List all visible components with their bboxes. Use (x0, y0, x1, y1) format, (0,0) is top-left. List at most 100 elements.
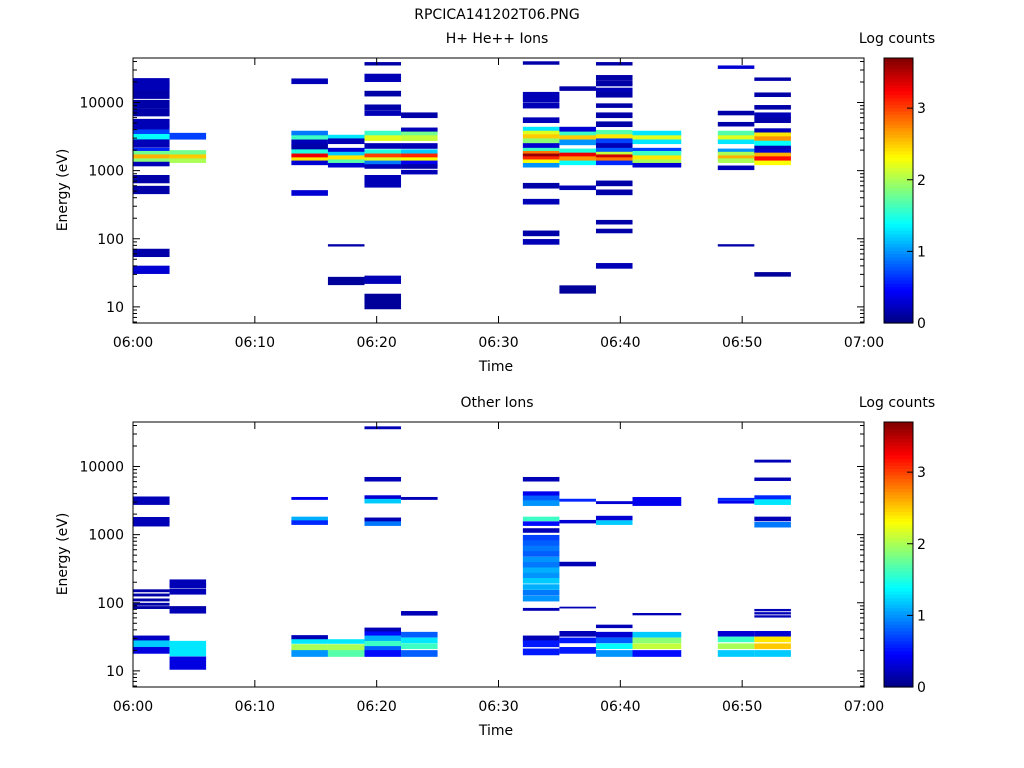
heatmap-cell (754, 643, 791, 650)
heatmap-cell (595, 157, 633, 162)
colorbar-swatch (884, 647, 913, 652)
heatmap-cell (133, 520, 170, 527)
heatmap-cell (401, 157, 438, 162)
colorbar-swatch (884, 660, 913, 665)
colorbar-swatch (884, 422, 913, 426)
colorbar-swatch (884, 547, 913, 552)
heatmap-cell (133, 265, 170, 274)
heatmap-cell (169, 583, 207, 589)
colorbar-swatch (884, 670, 913, 675)
colorbar-swatch (884, 501, 913, 506)
colorbar-swatch (884, 551, 913, 556)
heatmap-cell (717, 630, 755, 637)
heatmap-cell (401, 127, 438, 134)
colorbar-swatch (884, 147, 913, 152)
heatmap-cell (754, 272, 791, 277)
y-tick-label: 10000 (79, 460, 124, 476)
heatmap-cell (717, 497, 755, 501)
heatmap-cell (133, 606, 170, 610)
colorbar-swatch (884, 260, 913, 264)
colorbar-swatch (884, 213, 913, 218)
heatmap-cell (291, 78, 328, 85)
heatmap-cell (559, 561, 596, 567)
heatmap-cell (169, 640, 207, 652)
heatmap-cell (754, 140, 791, 147)
colorbar-swatch (884, 97, 913, 102)
heatmap-cell (632, 501, 682, 506)
heatmap-cell (133, 90, 170, 99)
y-tick-label: 10000 (79, 96, 124, 112)
colorbar-swatch (884, 127, 913, 132)
heatmap-cell (364, 62, 402, 66)
heatmap-cell (133, 593, 170, 597)
heatmap-cell (595, 151, 633, 157)
heatmap-cell (559, 285, 596, 294)
colorbar-swatch (884, 537, 913, 542)
heatmap-cell (401, 131, 438, 138)
colorbar-swatch (884, 445, 913, 450)
heatmap-cell (133, 500, 170, 505)
colorbar-swatch (884, 134, 913, 139)
heatmap-cell (522, 500, 560, 506)
heatmap-cell (133, 516, 170, 523)
heatmap-cell (754, 128, 791, 134)
heatmap-cell (133, 161, 170, 167)
x-tick-label: 06:20 (356, 335, 396, 351)
heatmap-cell (522, 159, 560, 165)
colorbar-swatch (884, 306, 913, 311)
colorbar-swatch (884, 504, 913, 509)
colorbar-swatch (884, 177, 913, 182)
colorbar-swatch (884, 91, 913, 96)
heatmap-cell (133, 185, 170, 195)
colorbar-swatch (884, 120, 913, 125)
heatmap-cell (559, 647, 596, 654)
heatmap-cell (364, 426, 402, 430)
heatmap-cell (401, 143, 438, 149)
heatmap-cell (291, 153, 328, 159)
heatmap-cell (364, 627, 402, 633)
heatmap-cells (133, 426, 791, 670)
heatmap-cell (133, 496, 170, 503)
colorbar-swatch (884, 451, 913, 456)
colorbar-swatch (884, 465, 913, 469)
colorbar-swatch (884, 319, 913, 324)
colorbar-swatch (884, 233, 913, 238)
x-axis-label: Time (478, 359, 513, 375)
heatmap-cell (364, 73, 402, 82)
heatmap-cell (401, 631, 438, 638)
heatmap-cell (522, 96, 560, 103)
x-tick-label: 06:00 (113, 699, 153, 715)
colorbar-swatch (884, 667, 913, 672)
heatmap-cell (364, 164, 402, 169)
heatmap-cell (595, 189, 633, 196)
heatmap-cell (364, 275, 402, 284)
heatmap-cell (632, 147, 682, 153)
heatmap-cell (632, 497, 682, 502)
colorbar-swatch (884, 657, 913, 662)
colorbar-swatch (884, 471, 913, 476)
heatmap-cell (364, 640, 402, 647)
heatmap-cell (364, 498, 402, 504)
heatmap-cell (169, 608, 207, 614)
heatmap-cell (632, 130, 682, 137)
colorbar-swatch (884, 680, 913, 685)
heatmap-cell (401, 149, 438, 154)
colorbar-swatch (884, 67, 913, 72)
colorbar-tick-label: 1 (917, 608, 926, 624)
heatmap-cell (401, 112, 438, 119)
colorbar-swatch (884, 173, 913, 178)
heatmap-cell (327, 138, 365, 145)
colorbar-swatch (884, 104, 913, 109)
heatmap-cell (364, 157, 402, 162)
heatmap-cell (522, 150, 560, 156)
heatmap-cell (717, 650, 755, 657)
heatmap-cell (754, 477, 791, 481)
heatmap-cell (364, 130, 402, 137)
y-tick-label: 100 (97, 232, 124, 248)
heatmap-cell (291, 520, 328, 525)
heatmap-cell (169, 150, 207, 155)
heatmap-cell (754, 136, 791, 142)
heatmap-cell (401, 496, 438, 500)
heatmap-cell (364, 149, 402, 154)
heatmap-cell (717, 151, 755, 157)
